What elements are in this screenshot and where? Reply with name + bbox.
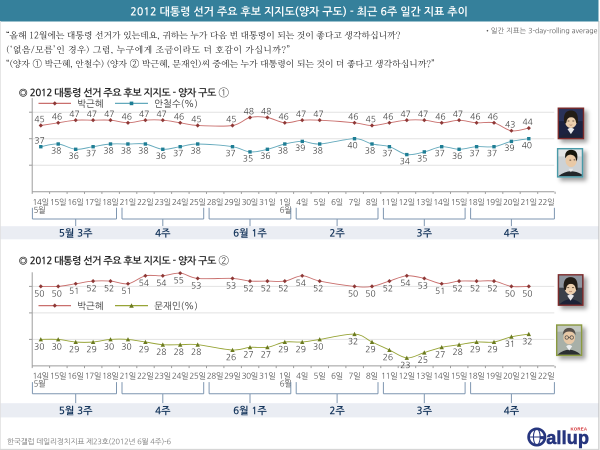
svg-text:KOREA: KOREA bbox=[570, 427, 587, 432]
svg-text:allup: allup bbox=[546, 428, 589, 448]
